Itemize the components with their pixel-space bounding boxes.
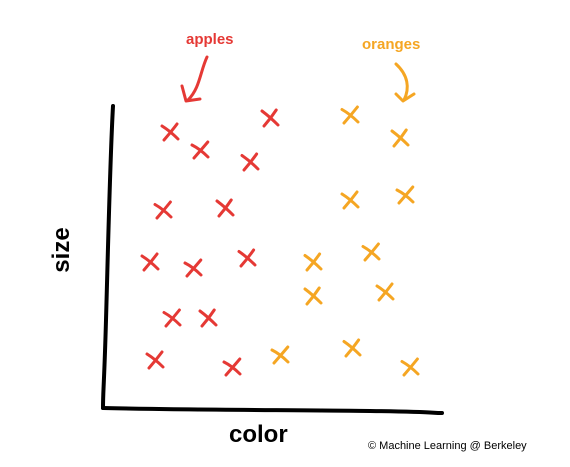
apples-point: [200, 310, 216, 326]
credit-text: © Machine Learning @ Berkeley: [368, 440, 527, 452]
apples-series: [142, 110, 278, 375]
apples-point: [262, 110, 278, 126]
oranges-point: [342, 107, 358, 123]
oranges-annotation: oranges: [362, 36, 420, 53]
y-axis: [103, 106, 113, 408]
oranges-point: [342, 192, 358, 208]
apples-point: [142, 254, 158, 270]
y-axis-label: size: [48, 227, 76, 272]
apples-point: [192, 142, 208, 158]
apples-point: [155, 202, 171, 218]
oranges-point: [344, 340, 360, 356]
x-axis-label: color: [229, 421, 288, 449]
oranges-point: [397, 187, 413, 203]
apples-point: [224, 359, 240, 375]
apples-annotation: apples: [186, 31, 234, 48]
oranges-point: [305, 288, 321, 304]
apples-point: [162, 124, 178, 140]
apples-point: [185, 260, 201, 276]
oranges-point: [272, 347, 288, 363]
oranges-point: [363, 244, 379, 260]
oranges-point: [402, 359, 418, 375]
apples-point: [164, 310, 180, 326]
oranges-point: [392, 130, 408, 146]
apples-point: [217, 200, 233, 216]
oranges-point: [377, 284, 393, 300]
x-axis: [103, 408, 442, 413]
apples-point: [147, 352, 163, 368]
oranges-arrow: [396, 64, 414, 101]
apples-point: [242, 154, 258, 170]
oranges-point: [305, 254, 321, 270]
oranges-series: [272, 107, 418, 375]
apples-point: [239, 250, 255, 266]
apples-arrow: [182, 57, 207, 101]
